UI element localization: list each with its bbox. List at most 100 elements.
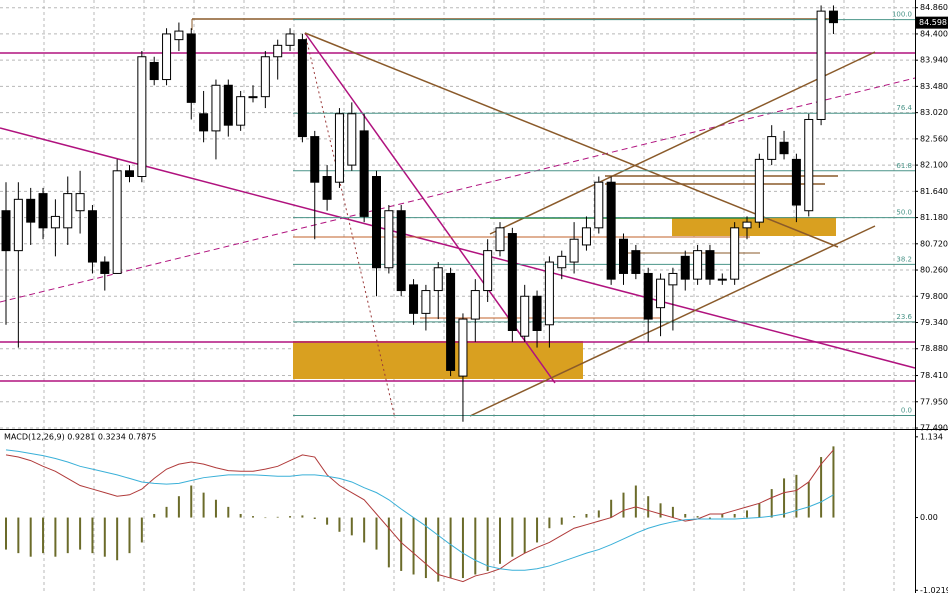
drawings	[0, 18, 916, 419]
macd-title: MACD(12,26,9) 0.9281 0.3234 0.7875	[4, 433, 156, 442]
candle-body	[483, 250, 493, 292]
candle-body	[125, 170, 134, 178]
candle-body	[174, 30, 184, 41]
fib-label: 61.8	[896, 162, 912, 170]
macd-bar	[153, 513, 156, 518]
candle-body	[50, 215, 60, 229]
macd-bar	[486, 517, 489, 571]
macd-bar	[758, 503, 761, 518]
candle-body	[260, 56, 270, 98]
fib-label: 23.6	[896, 313, 912, 321]
macd-bar	[276, 516, 279, 518]
candle-body	[557, 255, 567, 269]
zone	[293, 341, 583, 379]
trend-line	[304, 32, 839, 248]
macd-bar	[684, 513, 687, 518]
y-tick-label: 78.410	[920, 371, 948, 380]
candle-body	[791, 158, 801, 206]
macd-bar	[461, 517, 464, 579]
zone	[672, 217, 836, 236]
candle-body	[532, 295, 542, 331]
macd-bar	[103, 517, 106, 557]
candle-body	[656, 278, 666, 309]
macd-panel: 1.134 0.00 -1.0219 MACD(12,26,9) 0.9281 0.3…	[4, 432, 948, 593]
macd-bar	[770, 489, 773, 518]
candle-body	[730, 227, 740, 280]
candle-body	[149, 61, 159, 81]
macd-bar	[536, 517, 539, 543]
candle-body	[384, 210, 394, 269]
macd-bar	[214, 499, 217, 518]
last-price-label: 84.598	[919, 18, 947, 27]
y-tick-label: 84.400	[920, 29, 948, 38]
macd-bar	[363, 517, 366, 543]
y-tick-label: 83.940	[920, 56, 948, 65]
candle-body	[594, 181, 604, 229]
macd-bar	[610, 499, 613, 518]
y-tick-label: 0.00	[920, 513, 938, 522]
macd-bar	[177, 496, 180, 518]
macd-bar	[499, 517, 501, 564]
candle-body	[87, 210, 97, 263]
candle-body	[816, 10, 826, 120]
candle-body	[223, 84, 233, 126]
candle-body	[470, 290, 480, 320]
candle-body	[297, 39, 307, 138]
macd-bar	[29, 517, 32, 557]
y-tick-label: 78.880	[920, 344, 948, 353]
candle-body	[112, 170, 122, 274]
candle-body	[569, 238, 579, 263]
macd-bar	[795, 474, 798, 518]
macd-bar	[301, 515, 304, 518]
candle-body	[236, 96, 246, 126]
candle-body	[186, 33, 196, 103]
macd-bar	[387, 517, 390, 568]
macd-bar	[474, 517, 477, 575]
candle-body	[1, 210, 11, 252]
candle-body	[347, 113, 357, 166]
fib-label: 50.0	[896, 209, 912, 217]
y-tick-label: 80.260	[920, 266, 948, 275]
candle-body	[717, 278, 727, 281]
candle-body	[544, 261, 554, 326]
y-tick-label: 81.180	[920, 213, 948, 222]
trend-line	[0, 77, 916, 303]
y-tick-label: 82.100	[920, 161, 948, 170]
candle-body	[26, 198, 36, 223]
candle-body	[211, 84, 221, 132]
y-tick-label: 79.800	[920, 292, 948, 301]
candle-body	[359, 130, 369, 217]
macd-bar	[350, 517, 353, 536]
macd-bar	[820, 457, 823, 518]
candle-body	[754, 158, 764, 223]
y-tick-label: 81.640	[920, 187, 948, 196]
fibonacci: 100.0 76.4 61.8 50.0 38.2 23.6 0.0	[293, 11, 915, 416]
macd-bar	[227, 506, 230, 518]
candle-body	[273, 44, 283, 58]
macd-bar	[338, 517, 341, 532]
candle-body	[409, 284, 419, 314]
candle-body	[828, 10, 838, 24]
y-tick-label: 83.480	[920, 82, 948, 91]
candle-body	[668, 272, 678, 286]
trend-line	[304, 32, 396, 419]
fib-label: 76.4	[896, 104, 912, 112]
candle-body	[421, 290, 431, 314]
macd-bar	[140, 517, 143, 543]
grid	[0, 0, 915, 593]
candle-body	[606, 181, 616, 280]
macd-bar	[696, 516, 699, 518]
macd-bar	[733, 513, 736, 518]
macd-bar	[313, 517, 316, 519]
macd-bar	[128, 517, 131, 554]
candle-body	[372, 176, 381, 269]
macd-bar	[597, 510, 600, 518]
macd-bar	[54, 517, 57, 557]
y-tick-label: 1.134	[920, 432, 943, 441]
macd-bar	[560, 517, 563, 525]
candle-body	[137, 56, 147, 178]
y-tick-label: 82.560	[920, 134, 948, 143]
y-tick-label: 83.020	[920, 108, 948, 117]
macd-bar	[412, 517, 415, 575]
candle-body	[322, 176, 332, 200]
